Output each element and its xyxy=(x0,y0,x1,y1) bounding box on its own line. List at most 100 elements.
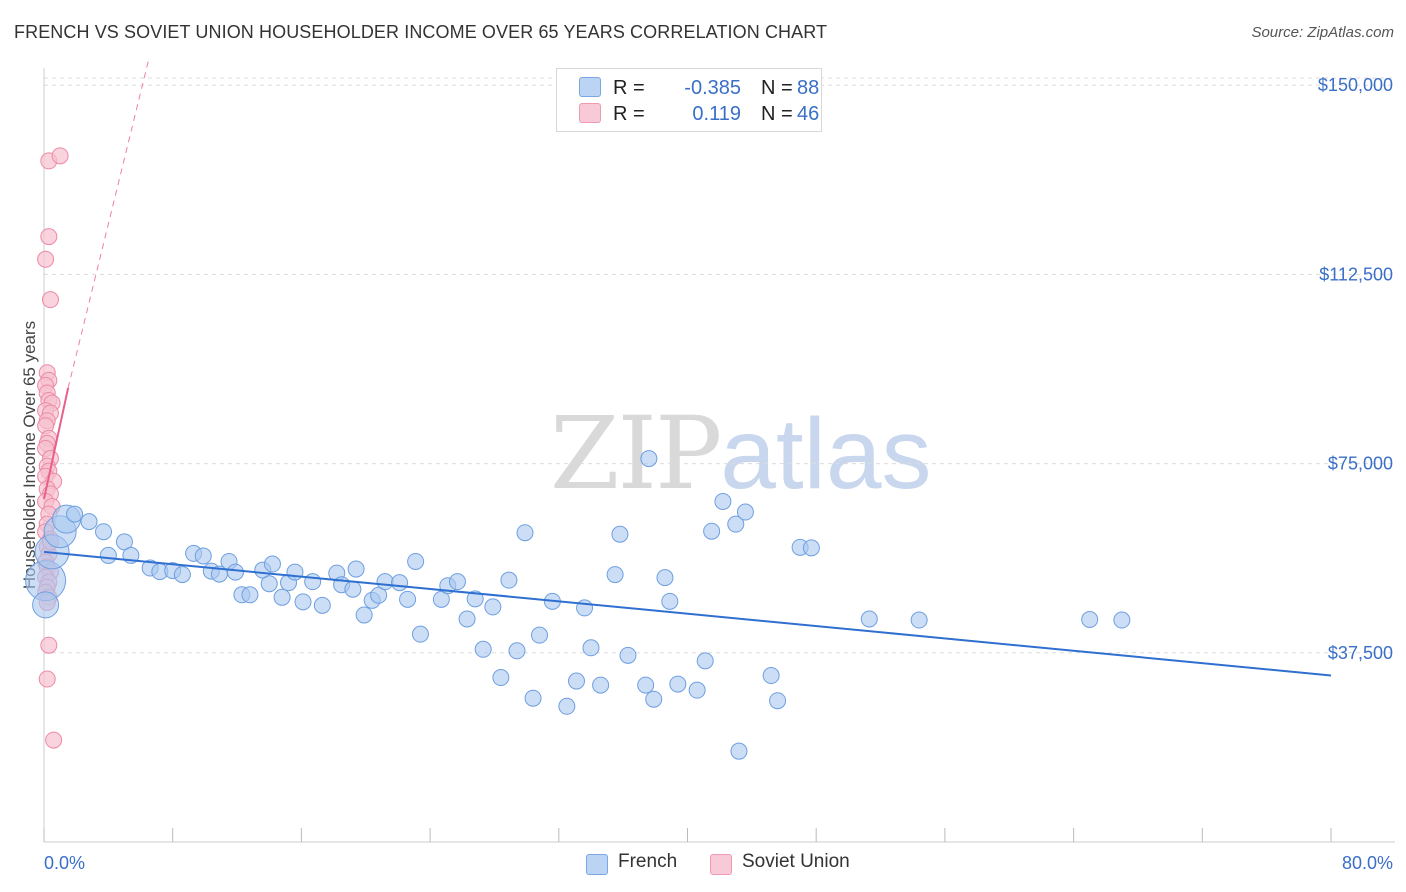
french-point xyxy=(910,611,928,629)
legend-n-label: N = xyxy=(761,77,793,99)
french-point xyxy=(273,588,291,606)
soviet-union-trend-extension xyxy=(67,59,150,389)
french-point xyxy=(376,573,394,591)
french-point xyxy=(458,610,476,628)
soviet-union-point xyxy=(41,291,59,309)
french-point xyxy=(344,580,362,598)
x-tick-labels: 0.0% 80.0% xyxy=(44,853,1393,873)
french-point xyxy=(347,560,365,578)
french-point xyxy=(474,640,492,658)
y-tick-labels: $37,500 $75,000 $112,500 $150,000 xyxy=(1318,75,1393,663)
soviet-union-points xyxy=(37,147,69,749)
french-point xyxy=(640,450,658,468)
french-point xyxy=(645,690,663,708)
french-point xyxy=(313,596,331,614)
french-point xyxy=(294,593,312,611)
french-point xyxy=(115,533,133,551)
french-point xyxy=(484,598,502,616)
soviet-union-point xyxy=(38,670,56,688)
french-point xyxy=(286,563,304,581)
soviet-union-trend-line xyxy=(43,387,70,500)
watermark-zip: ZIP xyxy=(550,395,722,512)
soviet-union-point xyxy=(40,636,58,654)
watermark: ZIPatlas xyxy=(550,395,932,512)
legend-n-value-soviet-union: 46 xyxy=(797,103,820,125)
bottom-legend-swatch-soviet-union xyxy=(710,854,732,875)
french-point xyxy=(508,642,526,660)
french-point xyxy=(226,563,244,581)
legend-n-value-french: 88 xyxy=(797,77,820,99)
legend-r-label: R = xyxy=(613,103,645,125)
legend-r-value-soviet-union: 0.119 xyxy=(692,103,741,125)
french-point xyxy=(407,552,425,570)
bottom-legend-swatch-french xyxy=(586,854,608,875)
legend-r-value-french: -0.385 xyxy=(684,77,741,99)
french-point xyxy=(432,590,450,608)
french-point xyxy=(194,547,212,565)
french-point xyxy=(637,676,655,694)
soviet-union-point xyxy=(40,228,58,246)
french-trend-line xyxy=(43,550,1332,677)
axes xyxy=(43,68,1395,843)
french-point xyxy=(688,681,706,699)
legend-r-label: R = xyxy=(613,77,645,99)
legend-swatch-french xyxy=(579,77,601,97)
soviet-union-point xyxy=(37,250,55,268)
french-point xyxy=(66,505,84,523)
french-point xyxy=(736,503,754,521)
french-point xyxy=(263,555,281,573)
y-tick-label: $75,000 xyxy=(1328,454,1393,474)
french-point xyxy=(762,667,780,685)
french-point xyxy=(370,586,388,604)
legend-n-label: N = xyxy=(761,103,793,125)
french-point xyxy=(1113,611,1131,629)
french-point xyxy=(727,515,745,533)
trend-lines xyxy=(43,59,1332,677)
french-point xyxy=(516,524,534,542)
french-point xyxy=(355,606,373,624)
y-tick-label: $150,000 xyxy=(1318,75,1393,95)
chart-source: Source: ZipAtlas.com xyxy=(1251,24,1394,41)
french-point xyxy=(606,566,624,584)
french-points xyxy=(25,450,1131,760)
french-point xyxy=(466,590,484,608)
french-point xyxy=(391,574,409,592)
french-point xyxy=(703,522,721,540)
french-point xyxy=(592,676,610,694)
french-point xyxy=(558,697,576,715)
bottom-legend-label-soviet-union: Soviet Union xyxy=(742,851,850,872)
french-point xyxy=(714,492,732,510)
french-point xyxy=(173,566,191,584)
french-point xyxy=(411,625,429,643)
grid-lines xyxy=(44,77,1395,654)
soviet-union-point xyxy=(51,147,69,165)
french-point xyxy=(32,591,60,619)
french-point xyxy=(99,546,117,564)
french-point xyxy=(669,675,687,693)
french-point xyxy=(860,610,878,628)
french-point xyxy=(448,573,466,591)
french-point xyxy=(656,569,674,587)
french-point xyxy=(399,590,417,608)
french-point xyxy=(769,692,787,710)
french-point xyxy=(1081,611,1099,629)
french-point xyxy=(530,626,548,644)
y-tick-label: $112,500 xyxy=(1319,264,1393,284)
chart-title: FRENCH VS SOVIET UNION HOUSEHOLDER INCOM… xyxy=(14,22,828,42)
french-point xyxy=(696,652,714,670)
french-point xyxy=(730,742,748,760)
french-point xyxy=(500,571,518,589)
legend-swatch-soviet-union xyxy=(579,103,601,123)
french-point xyxy=(524,689,542,707)
x-tick-label: 0.0% xyxy=(44,853,85,873)
french-point xyxy=(582,639,600,657)
soviet-union-point xyxy=(45,731,63,749)
watermark-atlas: atlas xyxy=(720,398,932,510)
french-point xyxy=(260,575,278,593)
french-point xyxy=(95,523,113,541)
x-tick-label: 80.0% xyxy=(1342,853,1393,873)
french-point xyxy=(492,669,510,687)
french-point xyxy=(80,513,98,531)
y-tick-label: $37,500 xyxy=(1328,643,1393,663)
